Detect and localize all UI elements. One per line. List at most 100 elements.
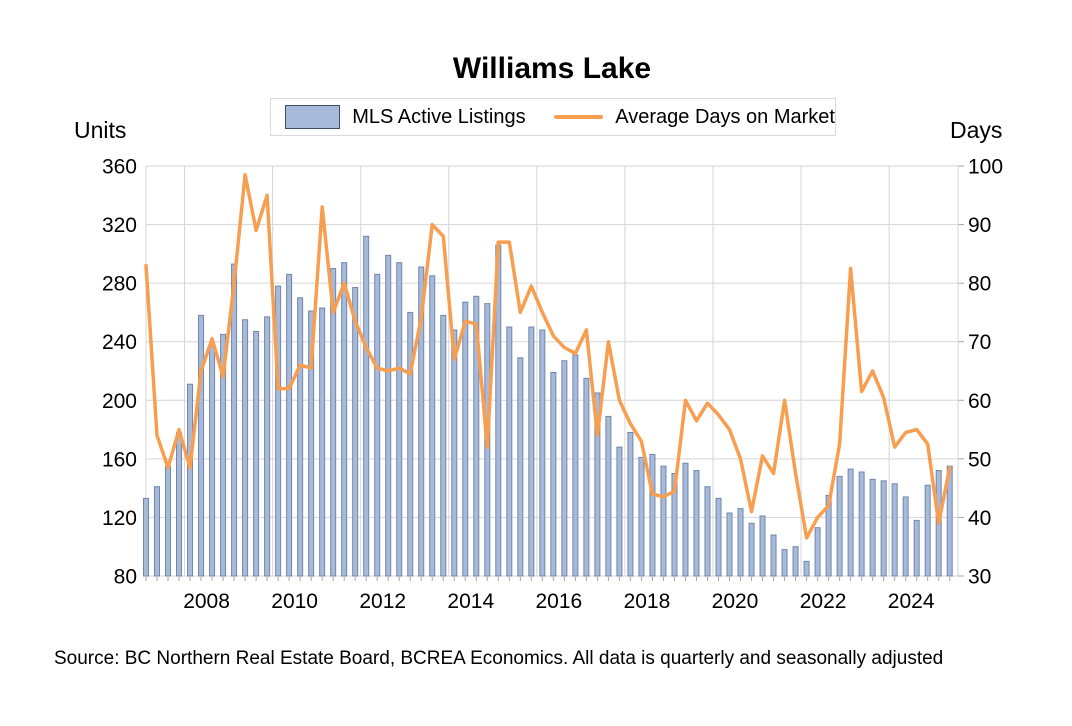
chart-title: Williams Lake <box>452 52 652 85</box>
bar-mls-active-listings <box>297 297 304 577</box>
bar-mls-active-listings <box>781 549 788 577</box>
bar-mls-active-listings <box>143 497 149 577</box>
x-axis-year-label: 2016 <box>536 590 583 613</box>
bar-mls-active-listings <box>341 262 348 577</box>
bar-mls-active-listings <box>319 307 326 577</box>
bar-mls-active-listings <box>737 508 744 577</box>
bar-mls-active-listings <box>924 484 931 577</box>
bar-mls-active-listings <box>572 354 579 577</box>
bar-mls-active-listings <box>286 273 293 577</box>
bar-mls-active-listings <box>352 287 359 577</box>
bar-mls-active-listings <box>759 515 766 577</box>
right-axis-tick-label: 90 <box>968 214 991 237</box>
bar-mls-active-listings <box>715 497 722 577</box>
bar-mls-active-listings <box>869 478 876 577</box>
right-axis-tick-label: 30 <box>968 566 991 589</box>
left-axis-tick-label: 280 <box>102 273 137 296</box>
bar-series-label: MLS Active Listings <box>352 105 526 128</box>
bar-mls-active-listings <box>264 316 271 577</box>
bar-mls-active-listings <box>275 285 282 577</box>
bar-series-swatch <box>285 105 341 129</box>
bar-mls-active-listings <box>253 330 260 577</box>
bar-mls-active-listings <box>473 295 480 577</box>
x-axis-year-label: 2014 <box>447 590 494 613</box>
x-axis-year-label: 2018 <box>624 590 671 613</box>
x-axis-year-label: 2020 <box>712 590 759 613</box>
bar-mls-active-listings <box>198 314 205 577</box>
bar-mls-active-listings <box>891 483 898 577</box>
bar-mls-active-listings <box>330 268 337 577</box>
bar-mls-active-listings <box>825 494 832 577</box>
right-axis-tick-label: 40 <box>968 507 991 530</box>
x-axis-year-label: 2024 <box>888 590 935 613</box>
bar-mls-active-listings <box>539 329 546 577</box>
bar-mls-active-listings <box>814 527 821 577</box>
bar-mls-active-listings <box>154 486 161 577</box>
bar-mls-active-listings <box>583 377 590 577</box>
right-axis-tick-label: 50 <box>968 448 991 471</box>
bar-mls-active-listings <box>616 446 623 577</box>
line-average-days-on-market <box>144 173 952 540</box>
bar-mls-active-listings <box>374 273 381 577</box>
bar-mls-active-listings <box>803 560 810 577</box>
left-axis-tick-label: 240 <box>102 331 137 354</box>
x-axis-year-label: 2022 <box>800 590 847 613</box>
bar-mls-active-listings <box>748 522 755 577</box>
chart-legend: MLS Active Listings Average Days on Mark… <box>270 98 836 136</box>
bar-mls-active-listings <box>506 326 513 577</box>
bar-mls-active-listings <box>176 432 183 577</box>
left-axis-title: Units <box>74 117 127 143</box>
right-axis-tick-label: 70 <box>968 331 991 354</box>
left-axis-tick-label: 120 <box>102 507 137 530</box>
right-axis-tick-label: 60 <box>968 390 991 413</box>
bar-mls-active-listings <box>308 310 315 577</box>
bar-mls-active-listings <box>638 456 645 577</box>
line-series-label: Average Days on Market <box>615 105 835 128</box>
bar-mls-active-listings <box>440 314 447 577</box>
bar-mls-active-listings <box>209 345 216 577</box>
bar-mls-active-listings <box>693 470 700 577</box>
x-axis-year-label: 2008 <box>183 590 230 613</box>
bar-mls-active-listings <box>847 468 854 577</box>
bar-mls-active-listings <box>165 465 172 577</box>
right-axis-title: Days <box>950 117 1003 143</box>
bar-mls-active-listings <box>594 392 601 577</box>
bar-mls-active-listings <box>605 415 612 577</box>
bar-mls-active-listings <box>561 360 568 577</box>
bar-mls-active-listings <box>880 480 887 577</box>
x-axis-year-label: 2010 <box>271 590 318 613</box>
line-series-swatch <box>553 115 604 119</box>
source-note: Source: BC Northern Real Estate Board, B… <box>54 648 944 669</box>
bar-mls-active-listings <box>682 462 689 577</box>
bar-mls-active-listings <box>704 486 711 577</box>
x-axis-year-label: 2012 <box>359 590 406 613</box>
bar-mls-active-listings <box>429 275 436 577</box>
bar-mls-active-listings <box>671 473 678 577</box>
left-axis-tick-label: 360 <box>102 156 137 179</box>
bar-mls-active-listings <box>242 319 249 577</box>
bar-mls-active-listings <box>550 371 557 577</box>
bar-mls-active-listings <box>220 333 227 577</box>
left-axis-tick-label: 160 <box>102 448 137 471</box>
bar-mls-active-listings <box>407 311 414 577</box>
bar-mls-active-listings <box>660 465 667 577</box>
left-axis-tick-label: 320 <box>102 214 137 237</box>
bar-mls-active-listings <box>902 496 909 577</box>
bar-mls-active-listings <box>396 262 403 577</box>
left-axis-tick-label: 200 <box>102 390 137 413</box>
bar-mls-active-listings <box>517 357 524 577</box>
bar-mls-active-listings <box>627 432 634 577</box>
bar-mls-active-listings <box>528 326 535 577</box>
bar-mls-active-listings <box>792 546 799 577</box>
bar-mls-active-listings <box>770 534 777 577</box>
right-axis-tick-label: 80 <box>968 273 991 296</box>
bar-mls-active-listings <box>231 263 238 577</box>
bar-mls-active-listings <box>385 254 392 577</box>
bar-mls-active-listings <box>187 383 194 577</box>
bar-mls-active-listings <box>913 519 920 577</box>
bar-mls-active-listings <box>418 266 425 577</box>
bar-mls-active-listings <box>363 235 370 577</box>
right-axis-tick-label: 100 <box>968 156 1003 179</box>
bar-mls-active-listings <box>462 301 469 577</box>
bar-mls-active-listings <box>836 475 843 577</box>
